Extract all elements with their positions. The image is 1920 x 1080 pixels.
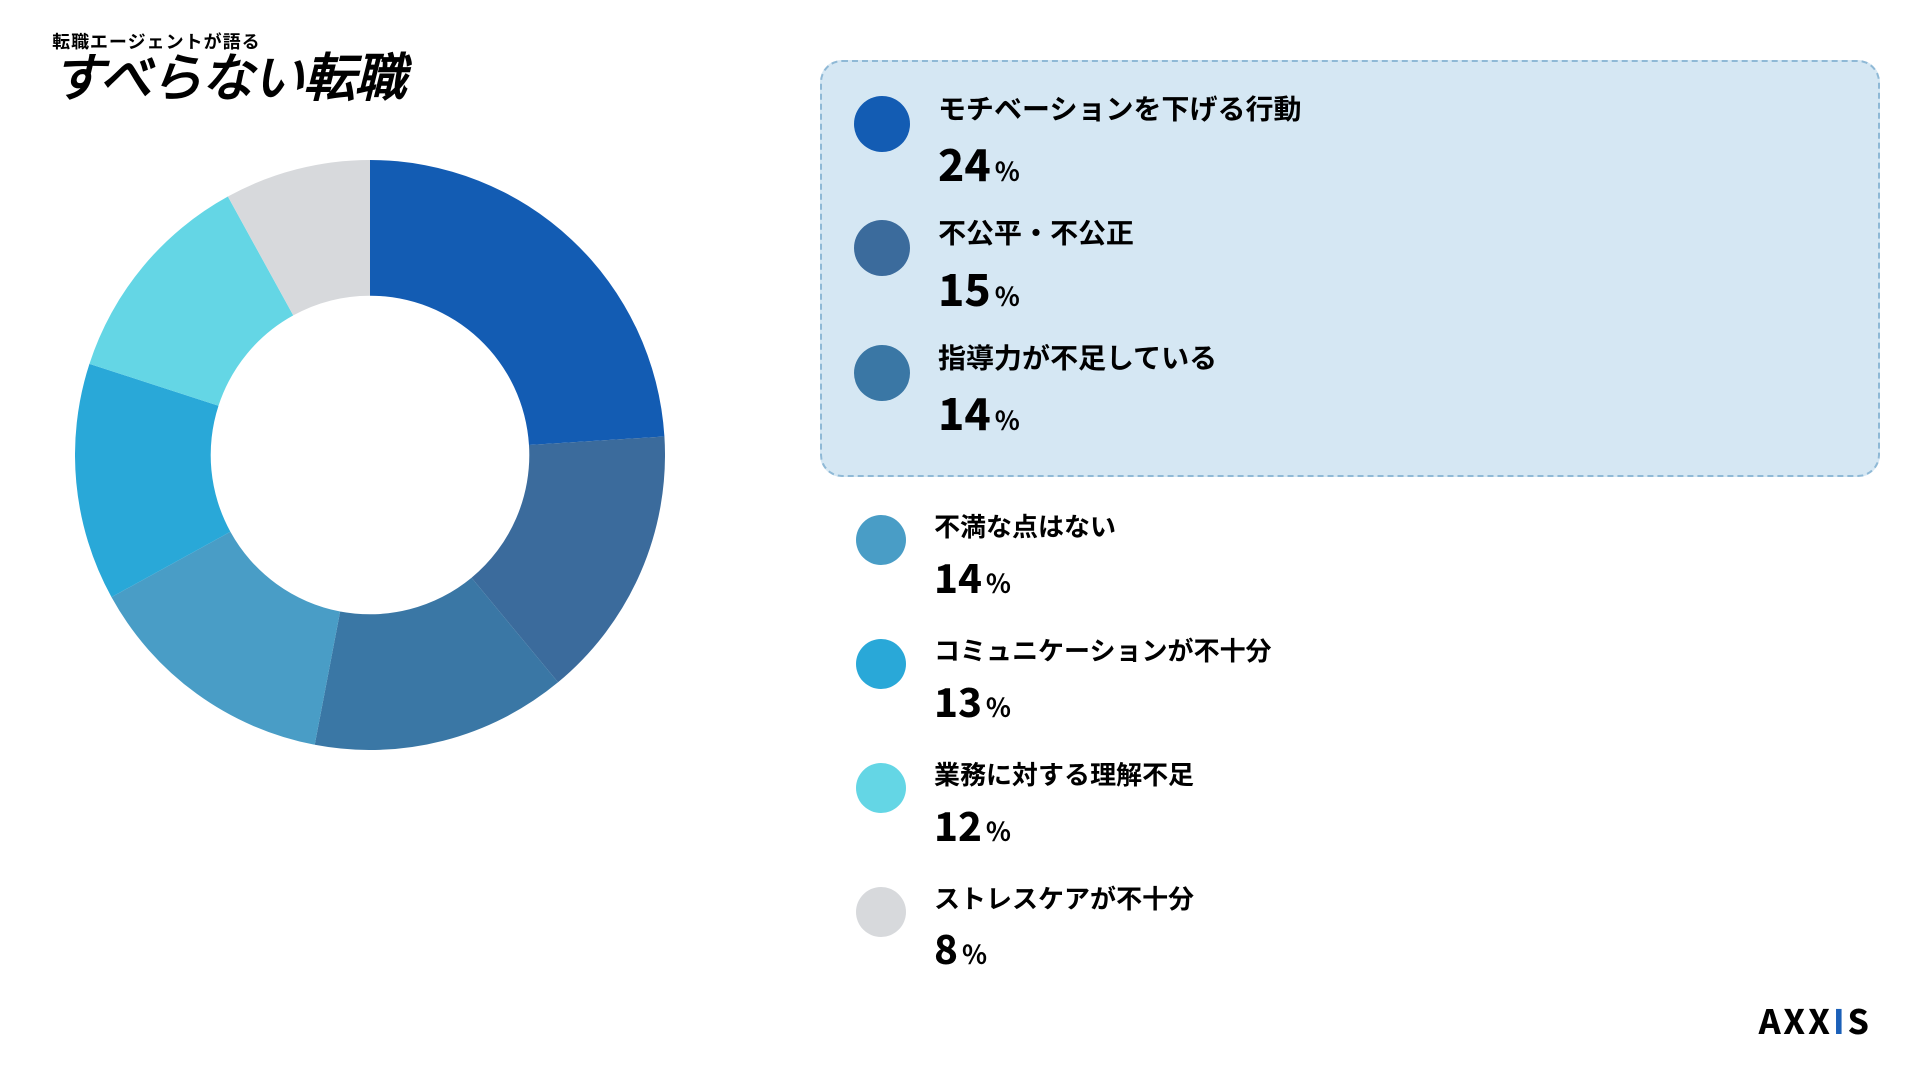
- brand-pre: AXX: [1759, 995, 1833, 1044]
- legend-value: 15%: [938, 255, 1134, 319]
- legend-swatch: [854, 220, 910, 276]
- legend-percent-suffix: %: [995, 152, 1020, 189]
- logo-top: 転職エージェントが語る すべらない転職: [52, 28, 405, 106]
- brand-accent: I: [1833, 995, 1848, 1044]
- legend-item: 不公平・不公正 15%: [854, 204, 1846, 328]
- legend-swatch: [856, 639, 906, 689]
- legend-label: モチベーションを下げる行動: [938, 90, 1301, 126]
- legend-value: 14%: [938, 379, 1217, 443]
- brand-logo: AXXIS: [1759, 995, 1872, 1044]
- legend-text: ストレスケアが不十分8%: [934, 881, 1194, 977]
- legend-text: 不満な点はない 14%: [934, 509, 1116, 605]
- legend-swatch: [856, 887, 906, 937]
- legend-text: モチベーションを下げる行動 24%: [938, 90, 1301, 194]
- legend-highlight-box: モチベーションを下げる行動 24% 不公平・不公正 15% 指導力が不足している 14%: [820, 60, 1880, 477]
- legend-item: モチベーションを下げる行動 24%: [854, 80, 1846, 204]
- legend-value: 24%: [938, 130, 1301, 194]
- legend-item: 不満な点はない 14%: [856, 499, 1880, 615]
- legend-text: 不公平・不公正 15%: [938, 214, 1134, 318]
- legend-remaining: 不満な点はない 14% コミュニケーションが不十分 13% 業務に対する理解不足 12% ス…: [820, 499, 1880, 986]
- donut-chart: [75, 160, 665, 750]
- legend-item: コミュニケーションが不十分 13%: [856, 623, 1880, 739]
- legend-percent-suffix: %: [986, 688, 1011, 725]
- legend-swatch: [856, 515, 906, 565]
- legend-label: コミュニケーションが不十分: [934, 633, 1271, 667]
- legend-percent-suffix: %: [995, 401, 1020, 438]
- legend: モチベーションを下げる行動24%不公平・不公正15%指導力が不足している14% …: [820, 60, 1880, 994]
- legend-item: 指導力が不足している 14%: [854, 329, 1846, 453]
- legend-value: 14%: [934, 547, 1116, 605]
- legend-label: 不満な点はない: [934, 509, 1116, 543]
- legend-label: 業務に対する理解不足: [934, 757, 1194, 791]
- brand-post: S: [1848, 995, 1872, 1044]
- legend-text: 指導力が不足している 14%: [938, 339, 1217, 443]
- legend-label: ストレスケアが不十分: [934, 881, 1194, 915]
- legend-percent-suffix: %: [962, 935, 987, 972]
- legend-label: 指導力が不足している: [938, 339, 1217, 375]
- legend-text: 業務に対する理解不足 12%: [934, 757, 1194, 853]
- donut-slice: [370, 160, 664, 445]
- legend-value: 13%: [934, 671, 1271, 729]
- legend-percent-suffix: %: [986, 564, 1011, 601]
- legend-percent-suffix: %: [986, 812, 1011, 849]
- infographic-stage: 転職エージェントが語る すべらない転職 モチベーションを下げる行動 24% 不公平・…: [0, 0, 1920, 1080]
- legend-label: 不公平・不公正: [938, 214, 1134, 250]
- legend-swatch: [854, 345, 910, 401]
- logo-title: すべらない転職: [52, 54, 405, 106]
- legend-item: ストレスケアが不十分8%: [856, 871, 1880, 987]
- legend-swatch: [856, 763, 906, 813]
- legend-value: 12%: [934, 795, 1194, 853]
- legend-swatch: [854, 96, 910, 152]
- legend-percent-suffix: %: [995, 277, 1020, 314]
- legend-text: コミュニケーションが不十分 13%: [934, 633, 1271, 729]
- legend-value: 8%: [934, 918, 1194, 976]
- legend-item: 業務に対する理解不足 12%: [856, 747, 1880, 863]
